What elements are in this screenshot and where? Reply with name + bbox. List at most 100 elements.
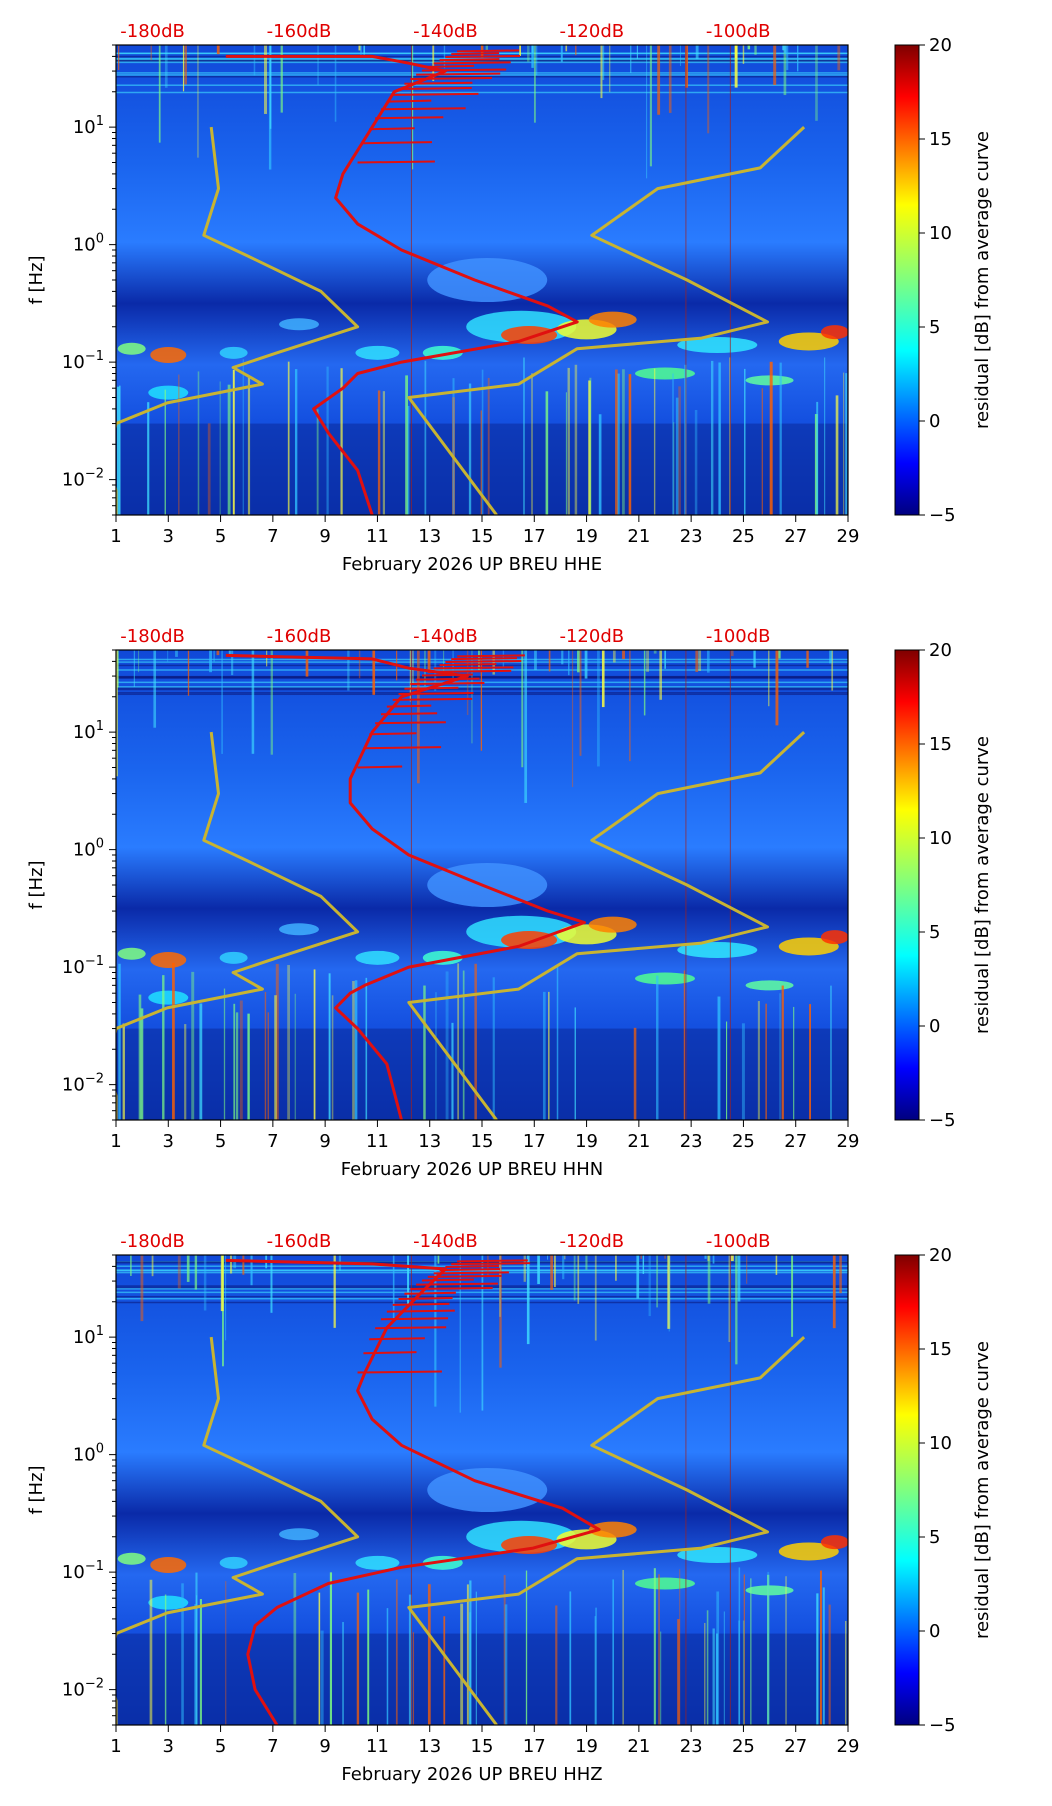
low-noise-model-curve — [116, 731, 360, 1120]
db-axis-label: -160dB — [267, 626, 332, 647]
transient-streak — [151, 1255, 154, 1277]
transient-streak — [405, 375, 408, 515]
x-tick-label: 3 — [163, 526, 174, 547]
transient-streak — [267, 1012, 270, 1120]
transient-streak — [119, 385, 121, 515]
transient-streak — [316, 409, 319, 515]
x-tick-label: 1 — [110, 1131, 121, 1152]
transient-streak — [718, 362, 721, 515]
high-noise-model-curve — [407, 1336, 806, 1725]
noise-curve-spike — [369, 732, 417, 736]
transient-streak — [347, 650, 350, 691]
noise-curve-spike — [375, 116, 444, 120]
transient-streak — [478, 650, 480, 670]
transient-streak — [424, 360, 427, 515]
x-tick-label: 29 — [837, 526, 860, 547]
x-tick-label: 7 — [267, 1131, 278, 1152]
transient-streak — [698, 650, 702, 671]
x-tick-label: 1 — [110, 526, 121, 547]
noise-curve-spike — [386, 704, 432, 708]
noise-curve-spike — [427, 1274, 502, 1278]
transient-streak — [577, 650, 580, 673]
noise-curve-spike — [357, 160, 435, 164]
transient-streak — [191, 971, 195, 1120]
transient-streak — [158, 45, 161, 143]
db-axis-label: -100dB — [706, 626, 771, 647]
transient-streak — [574, 1007, 576, 1120]
x-tick-label: 17 — [523, 526, 546, 547]
microseism-patch — [148, 990, 189, 1005]
transient-streak — [712, 1628, 715, 1725]
x-tick-label: 21 — [627, 1131, 650, 1152]
transient-streak — [427, 1584, 431, 1725]
transient-streak — [251, 650, 255, 754]
transient-streak — [122, 1023, 125, 1120]
transient-streak — [534, 650, 537, 671]
transient-streak — [207, 423, 211, 515]
db-axis-label: -140dB — [413, 626, 478, 647]
transient-streak — [424, 650, 426, 686]
transient-streak — [565, 392, 568, 515]
noise-curve-spike — [445, 660, 522, 664]
transient-streak — [481, 1255, 484, 1411]
transient-streak — [527, 45, 530, 62]
x-tick-label: 23 — [680, 1131, 703, 1152]
noise-curve-spike — [375, 1326, 447, 1330]
noise-curve-spike — [404, 686, 459, 690]
x-tick-label: 7 — [267, 1736, 278, 1757]
transient-streak — [658, 1574, 660, 1725]
transient-streak — [819, 1570, 822, 1725]
transient-streak — [533, 45, 536, 123]
transient-streak — [673, 422, 675, 515]
transient-streak — [318, 1592, 321, 1725]
x-tick-label: 25 — [732, 1736, 755, 1757]
noise-curve-spike — [386, 99, 432, 103]
transient-streak — [685, 45, 689, 88]
transient-streak — [741, 1023, 745, 1120]
y-tick-label: 101 — [73, 1324, 104, 1348]
transient-streak — [116, 386, 120, 515]
x-tick-label: 1 — [110, 1736, 121, 1757]
x-tick-label: 23 — [680, 526, 703, 547]
colorbar-tick-label: 10 — [929, 828, 952, 849]
transient-streak — [573, 1255, 576, 1301]
transient-streak — [329, 1572, 333, 1725]
transient-streak — [595, 1607, 597, 1725]
transient-streak — [270, 650, 273, 755]
transient-streak — [194, 1604, 196, 1725]
x-tick-label: 9 — [319, 1131, 330, 1152]
transient-streak — [757, 1001, 760, 1120]
transient-streak — [423, 985, 426, 1120]
transient-streak — [742, 45, 745, 64]
transient-streak — [717, 996, 721, 1120]
transient-streak — [742, 1620, 745, 1725]
transient-streak — [560, 45, 563, 62]
y-axis-label: f [Hz] — [26, 1465, 47, 1514]
transient-streak — [730, 650, 734, 656]
transient-streak — [408, 1594, 412, 1725]
transient-streak — [313, 969, 316, 1120]
transient-streak — [164, 1594, 167, 1725]
transient-streak — [585, 1255, 588, 1270]
transient-streak — [747, 45, 751, 50]
db-axis-label: -160dB — [267, 1231, 332, 1252]
spectrogram-area — [116, 45, 848, 515]
noise-curve-spike — [421, 68, 507, 72]
noise-level-curve — [225, 1258, 601, 1725]
microseism-patch — [148, 385, 189, 400]
transient-streak — [773, 45, 777, 86]
transient-streak — [409, 650, 411, 702]
microseism-patch — [150, 346, 187, 363]
transient-streak — [118, 963, 121, 1120]
transient-streak — [326, 366, 329, 515]
microseism-patch — [148, 1595, 189, 1610]
x-tick-label: 5 — [215, 526, 226, 547]
transient-streak — [411, 650, 414, 684]
transient-streak — [182, 45, 185, 92]
microseism-patch — [745, 980, 794, 991]
transient-streak — [519, 45, 521, 56]
transient-streak — [531, 373, 533, 515]
microseism-patch — [355, 345, 400, 360]
